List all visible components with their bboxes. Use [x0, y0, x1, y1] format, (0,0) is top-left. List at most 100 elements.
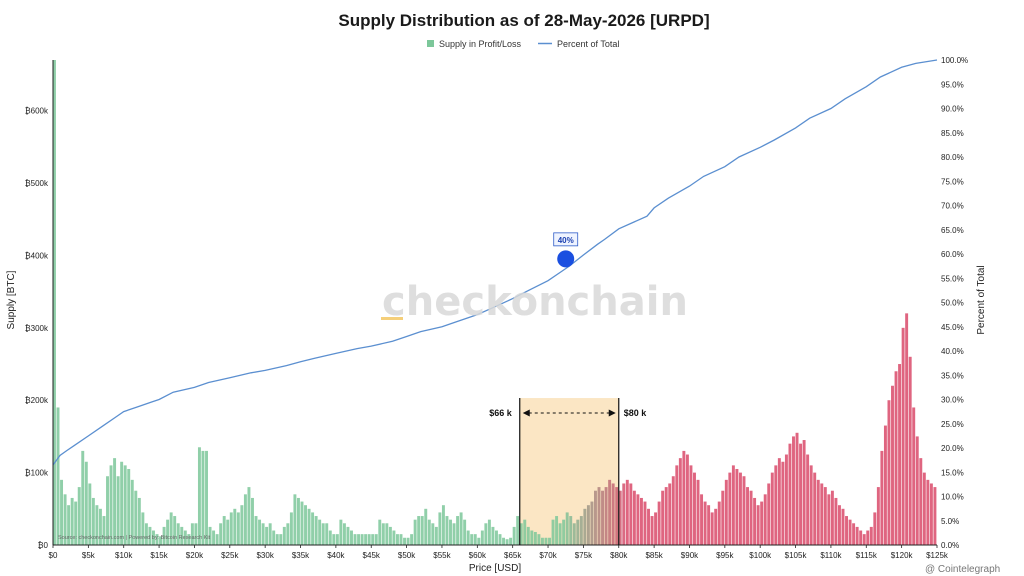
supply-bar: [353, 534, 357, 545]
x-tick-label: $45k: [363, 551, 381, 560]
supply-bar: [441, 505, 445, 545]
supply-bar: [551, 519, 555, 545]
supply-bar: [693, 472, 696, 545]
y-tick-label: ₿400k: [25, 251, 49, 260]
supply-bar: [845, 516, 848, 545]
supply-bar: [236, 512, 240, 545]
supply-bar: [689, 465, 693, 545]
x-tick-label: $125k: [926, 551, 949, 560]
supply-bar: [682, 450, 686, 545]
y-tick-label: ₿200k: [25, 396, 49, 405]
supply-bar: [289, 512, 293, 545]
marker-dot: [557, 250, 575, 268]
supply-bar: [590, 501, 594, 545]
supply-bar: [540, 537, 544, 545]
supply-bar: [197, 447, 201, 545]
supply-bar: [88, 483, 92, 545]
supply-bar: [855, 526, 859, 545]
supply-bar: [611, 483, 615, 545]
supply-bar: [95, 505, 99, 545]
supply-bar: [671, 476, 675, 545]
y2-tick-label: 45.0%: [941, 323, 964, 332]
supply-bar: [339, 519, 343, 545]
supply-bar: [837, 505, 841, 545]
supply-bar: [261, 523, 265, 545]
supply-bar: [332, 534, 336, 545]
supply-bar: [753, 497, 757, 545]
supply-bar: [919, 458, 923, 545]
legend-label-supply: Supply in Profit/Loss: [439, 39, 522, 49]
supply-bar: [643, 501, 647, 545]
supply-bar: [905, 313, 909, 545]
supply-bar: [505, 539, 509, 545]
supply-bar: [756, 505, 760, 545]
supply-bar: [466, 530, 470, 545]
supply-bar: [183, 530, 187, 545]
supply-bar: [565, 512, 569, 545]
supply-bar: [891, 385, 894, 545]
supply-bar: [98, 508, 102, 545]
supply-bar: [155, 534, 159, 545]
y2-tick-label: 100.0%: [941, 56, 968, 65]
supply-bar: [434, 526, 438, 545]
supply-bar: [763, 494, 767, 545]
supply-bar: [406, 537, 410, 545]
y2-tick-label: 75.0%: [941, 177, 964, 186]
x-tick-label: $15k: [150, 551, 168, 560]
supply-bar: [544, 537, 548, 545]
y-tick-label: ₿300k: [25, 324, 49, 333]
y-axis-title: Supply [BTC]: [6, 270, 17, 329]
supply-bar: [328, 530, 332, 545]
supply-bar: [548, 537, 551, 545]
marker-label-box: [553, 232, 579, 247]
y2-tick-label: 35.0%: [941, 371, 964, 380]
supply-bar: [618, 490, 622, 545]
x-tick-label: $110k: [820, 551, 842, 560]
supply-bar: [374, 534, 378, 545]
supply-bar: [123, 465, 127, 545]
supply-bar: [735, 468, 739, 545]
supply-bar: [166, 519, 170, 545]
supply-bar: [530, 530, 534, 545]
supply-bar: [901, 327, 905, 545]
supply-bar: [399, 534, 403, 545]
y2-tick-label: 40.0%: [941, 347, 964, 356]
supply-bar: [371, 534, 375, 545]
supply-bar: [169, 512, 173, 545]
supply-bar: [685, 454, 689, 545]
supply-bar: [307, 508, 311, 545]
supply-bar: [657, 501, 661, 545]
legend-label-percent: Percent of Total: [557, 39, 619, 49]
supply-bar: [583, 508, 587, 545]
supply-bar: [159, 536, 163, 545]
supply-bar: [127, 468, 131, 545]
supply-bar: [491, 526, 495, 545]
supply-bar: [286, 523, 290, 545]
x-tick-label: $25k: [221, 551, 239, 560]
supply-bar: [424, 508, 428, 545]
supply-bar: [746, 487, 749, 545]
supply-bar: [120, 461, 124, 545]
x-tick-label: $5k: [82, 551, 96, 560]
supply-bar: [714, 508, 718, 545]
x-tick-label: $120k: [891, 551, 914, 560]
supply-bar: [268, 523, 272, 545]
supply-bar: [830, 490, 834, 545]
supply-bar: [894, 371, 898, 545]
supply-bar: [304, 505, 307, 545]
supply-bar: [632, 490, 636, 545]
supply-bar: [484, 523, 488, 545]
supply-bar: [869, 526, 873, 545]
x-tick-label: $85k: [645, 551, 663, 560]
supply-bar: [848, 519, 852, 545]
y2-tick-label: 70.0%: [941, 202, 964, 211]
supply-bar: [247, 487, 251, 545]
y2-tick-label: 5.0%: [941, 517, 959, 526]
supply-bar: [106, 476, 109, 545]
supply-bar: [74, 501, 78, 545]
supply-bar: [594, 490, 597, 545]
supply-bar: [788, 443, 792, 545]
supply-bar: [229, 512, 233, 545]
supply-bar: [364, 534, 368, 545]
